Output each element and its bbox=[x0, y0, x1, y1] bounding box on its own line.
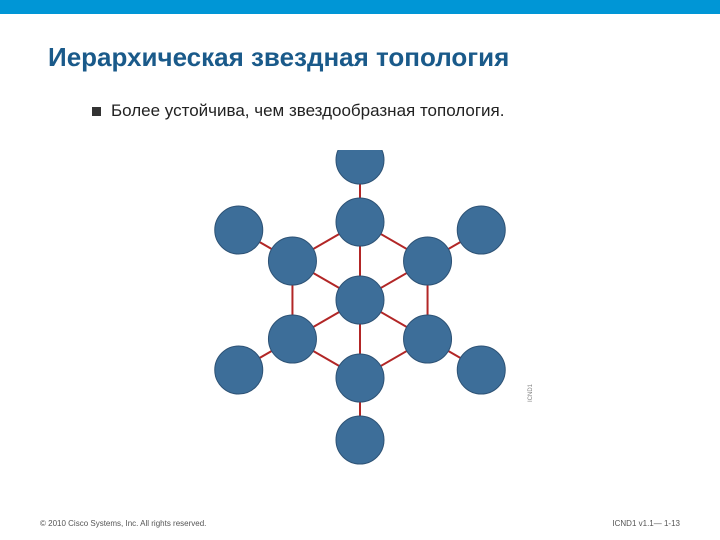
footer: © 2010 Cisco Systems, Inc. All rights re… bbox=[0, 519, 720, 540]
bullet-marker-icon bbox=[92, 107, 101, 116]
svg-text:ICND1: ICND1 bbox=[528, 383, 534, 402]
copyright-text: © 2010 Cisco Systems, Inc. All rights re… bbox=[40, 519, 206, 528]
title-area: Иерархическая звездная топология bbox=[0, 14, 720, 73]
slide-number: ICND1 v1.1— 1-13 bbox=[612, 519, 680, 528]
slide-title: Иерархическая звездная топология bbox=[48, 42, 720, 73]
bullet-row: Более устойчива, чем звездообразная топо… bbox=[0, 73, 720, 121]
topology-diagram: ICND1 bbox=[180, 150, 540, 470]
top-bar bbox=[0, 0, 720, 14]
bullet-text: Более устойчива, чем звездообразная топо… bbox=[111, 101, 504, 121]
